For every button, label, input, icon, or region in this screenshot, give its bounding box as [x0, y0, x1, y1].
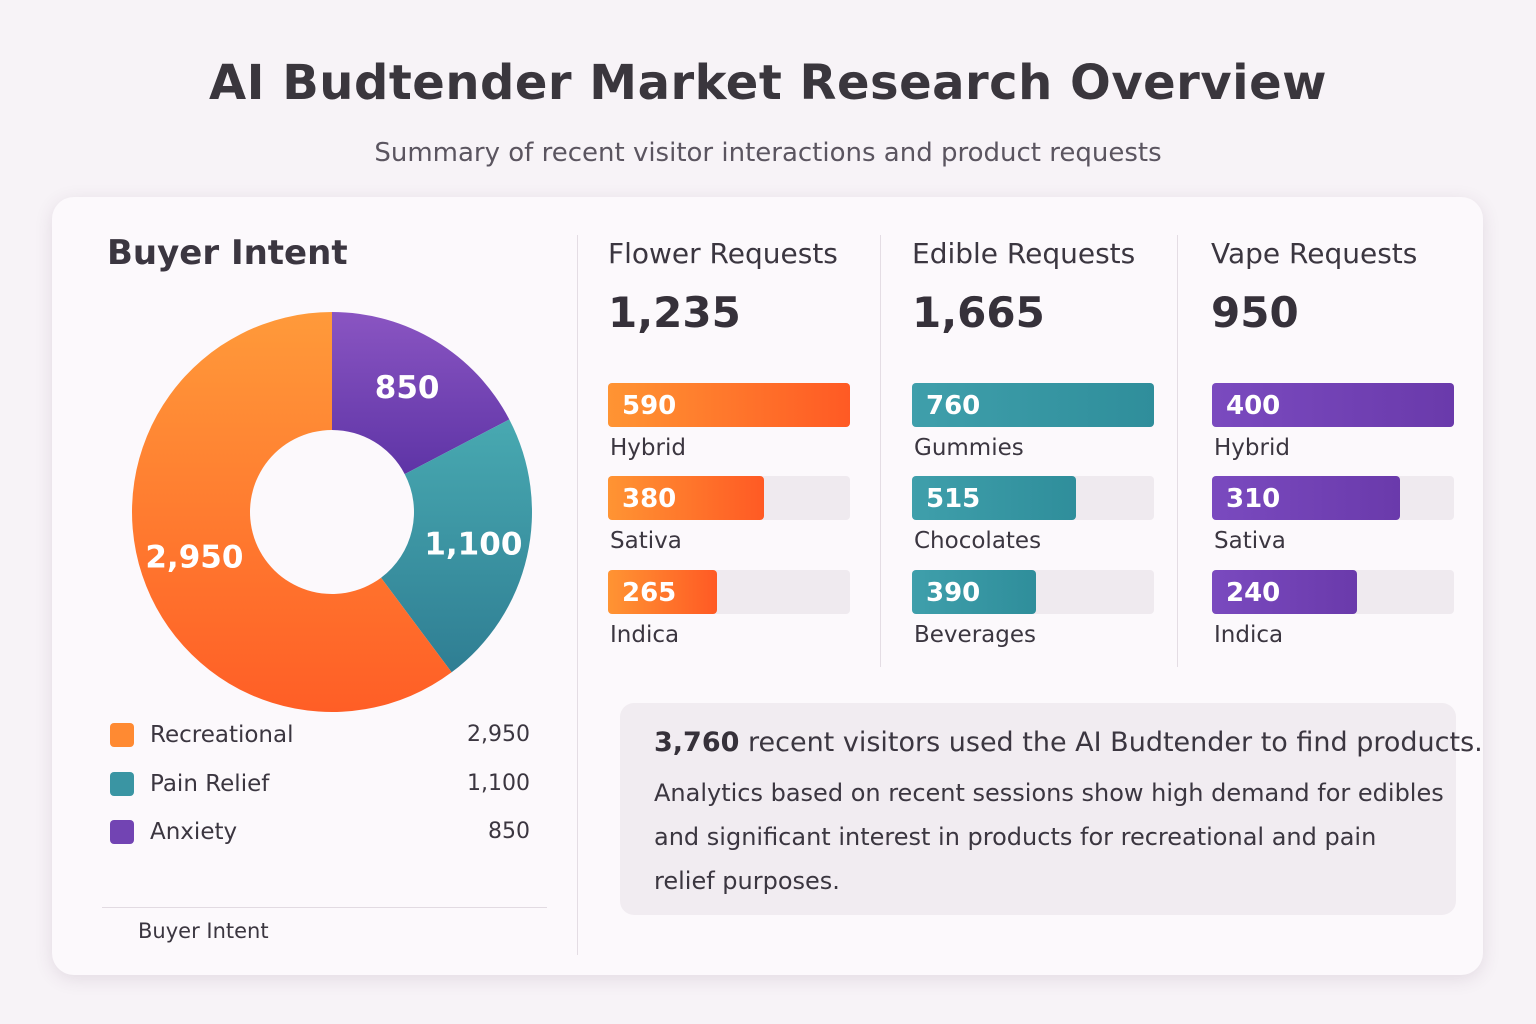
column-total: 1,235: [608, 288, 741, 337]
bar-item: 380 Sativa: [608, 476, 850, 556]
bar-fill: [912, 383, 1154, 427]
donut-slice-pain-relief: [381, 419, 532, 673]
summary-headline: 3,760 recent visitors used the AI Budten…: [654, 727, 1483, 758]
summary-box: 3,760 recent visitors used the AI Budten…: [620, 703, 1483, 915]
donut-slice-label: 1,100: [424, 526, 522, 562]
flower-requests-column: Flower Requests 1,235: [608, 235, 858, 337]
bar-label: Indica: [1214, 622, 1284, 648]
legend-label: Anxiety: [150, 819, 238, 845]
legend-value: 1,100: [467, 771, 530, 796]
page-subtitle: Summary of recent visitor interactions a…: [374, 138, 1162, 168]
legend-label: Pain Relief: [150, 771, 270, 797]
donut-slice-label: 850: [375, 370, 440, 406]
bar-item: 390 Beverages: [912, 570, 1154, 650]
bar-label: Sativa: [610, 528, 682, 554]
column-total: 1,665: [912, 288, 1045, 337]
legend-item-pain-relief: Pain Relief 1,100: [110, 769, 530, 799]
column-title: Flower Requests: [608, 237, 838, 270]
donut-slice-anxiety: [332, 312, 510, 475]
bar-fill: [608, 476, 764, 520]
column-title: Edible Requests: [912, 237, 1136, 270]
edible-requests-column: Edible Requests 1,665: [912, 235, 1162, 337]
summary-body: Analytics based on recent sessions show …: [654, 779, 1444, 895]
buyer-intent-title: Buyer Intent: [107, 233, 348, 273]
bar-fill: [912, 570, 1037, 614]
bar-fill: [912, 476, 1076, 520]
legend-swatch: [110, 723, 134, 747]
bar-value: 760: [926, 391, 981, 421]
legend-swatch: [110, 772, 134, 796]
bar-value: 400: [1226, 391, 1281, 421]
vape-requests-column: Vape Requests 950: [1211, 235, 1461, 337]
overview-card: Buyer Intent 850 1,100 2,950 Recreational …: [52, 197, 1483, 975]
bar-value: 240: [1226, 578, 1281, 608]
bar-fill: [608, 383, 850, 427]
legend-divider: [102, 907, 547, 908]
column-title: Vape Requests: [1211, 237, 1418, 270]
bar-value: 265: [622, 578, 677, 608]
bar-label: Indica: [610, 622, 680, 648]
buyer-intent-donut-chart: 850 1,100 2,950: [131, 312, 532, 712]
bar-label: Hybrid: [610, 435, 686, 461]
buyer-intent-footer: Buyer Intent: [138, 919, 269, 943]
bar-label: Gummies: [914, 435, 1024, 461]
bar-item: 760 Gummies: [912, 383, 1154, 463]
bar-fill: [1212, 383, 1454, 427]
bar-item: 240 Indica: [1212, 570, 1454, 650]
summary-headline-text: recent visitors used the AI Budtender to…: [748, 727, 1483, 758]
bar-label: Hybrid: [1214, 435, 1290, 461]
legend-swatch: [110, 820, 134, 844]
page-title: AI Budtender Market Research Overview: [209, 55, 1327, 111]
bar-value: 390: [926, 578, 981, 608]
bar-value: 590: [622, 391, 677, 421]
bar-item: 515 Chocolates: [912, 476, 1154, 556]
panel-divider: [577, 235, 578, 955]
bar-item: 310 Sativa: [1212, 476, 1454, 556]
summary-highlight: 3,760: [654, 727, 740, 758]
column-total: 950: [1211, 288, 1299, 337]
legend-label: Recreational: [150, 722, 294, 748]
bar-fill: [1212, 570, 1358, 614]
bar-fill: [1212, 476, 1400, 520]
bar-fill: [608, 570, 717, 614]
bar-item: 590 Hybrid: [608, 383, 850, 463]
bar-item: 400 Hybrid: [1212, 383, 1454, 463]
bar-label: Beverages: [914, 622, 1036, 648]
bar-value: 310: [1226, 484, 1281, 514]
bar-item: 265 Indica: [608, 570, 850, 650]
bar-label: Chocolates: [914, 528, 1042, 554]
column-divider: [1177, 235, 1178, 667]
donut-slice-label: 2,950: [145, 540, 243, 576]
legend-value: 850: [488, 819, 530, 844]
legend-item-anxiety: Anxiety 850: [110, 817, 530, 847]
legend-value: 2,950: [467, 722, 530, 747]
bar-value: 380: [622, 484, 677, 514]
bar-value: 515: [926, 484, 981, 514]
bar-label: Sativa: [1214, 528, 1286, 554]
column-divider: [880, 235, 881, 667]
legend-item-recreational: Recreational 2,950: [110, 720, 530, 750]
donut-slice-recreational: [131, 312, 452, 712]
